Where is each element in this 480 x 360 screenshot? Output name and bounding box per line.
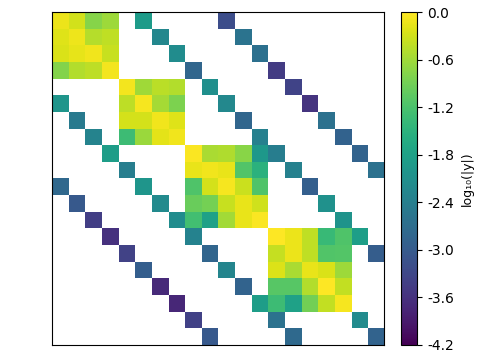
Y-axis label: log₁₀(|y|): log₁₀(|y|) xyxy=(461,151,474,206)
